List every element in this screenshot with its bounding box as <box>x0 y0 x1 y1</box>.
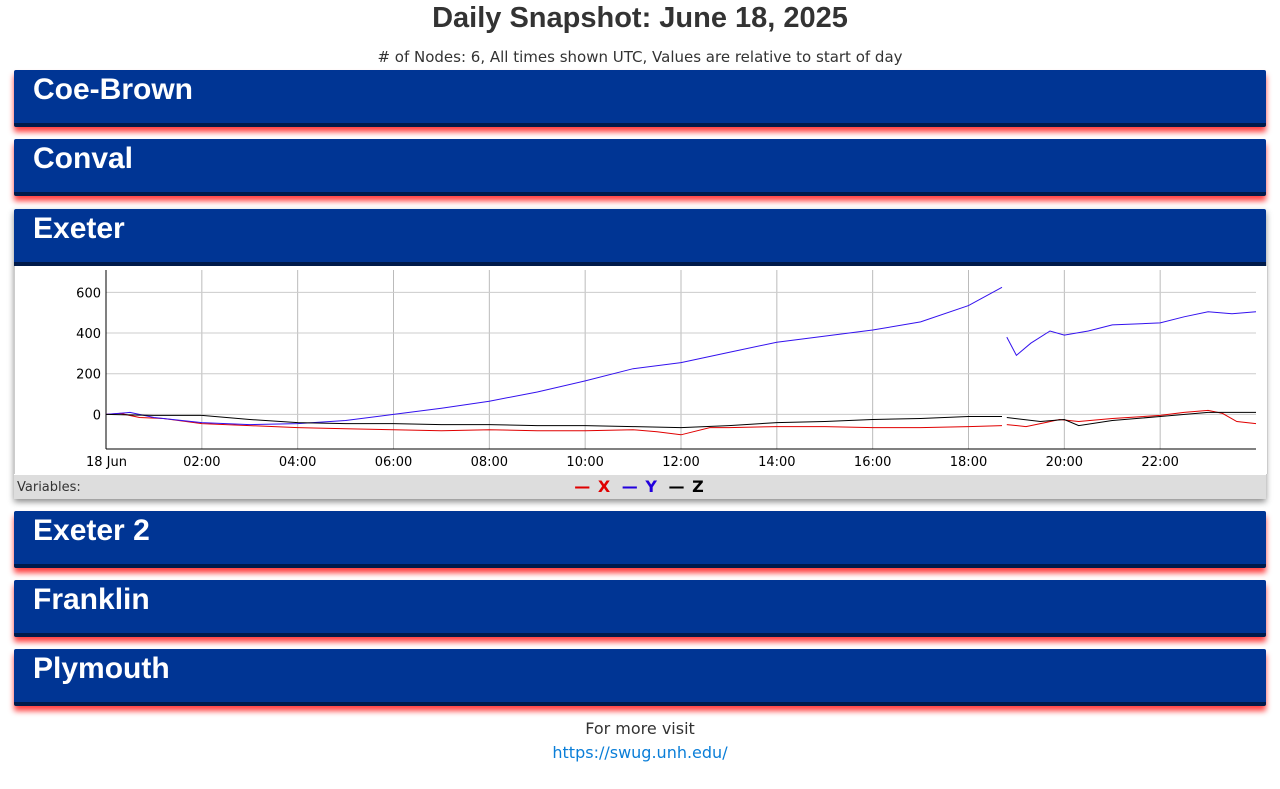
legend-y-dash: — <box>621 477 638 496</box>
x-tick-label: 10:00 <box>566 455 603 470</box>
panel-title: Conval <box>33 142 134 175</box>
legend-items: — X — Y — Z <box>14 477 1266 496</box>
page-subtitle: # of Nodes: 6, All times shown UTC, Valu… <box>377 48 903 66</box>
legend-x-dash: — <box>574 477 591 496</box>
panel-title: Franklin <box>33 583 150 616</box>
y-tick-label: 400 <box>76 327 101 342</box>
x-tick-label: 14:00 <box>758 455 795 470</box>
panel-plymouth[interactable]: Plymouth <box>14 649 1266 706</box>
footer-text: For more visit <box>585 719 695 738</box>
x-tick-label: 12:00 <box>662 455 699 470</box>
series-y-line <box>105 286 1257 426</box>
x-tick-label: 16:00 <box>854 455 891 470</box>
legend-label: Variables: <box>17 480 81 495</box>
x-tick-label: 08:00 <box>471 455 508 470</box>
panel-franklin[interactable]: Franklin <box>14 580 1266 637</box>
legend-x-name[interactable]: X <box>597 477 611 496</box>
panel-conval[interactable]: Conval <box>14 139 1266 196</box>
panel-title: Plymouth <box>33 652 170 685</box>
x-tick-label: 04:00 <box>279 455 316 470</box>
y-tick-label: 0 <box>93 408 101 423</box>
panel-title: Exeter <box>33 212 125 245</box>
panel-coe-brown[interactable]: Coe-Brown <box>14 70 1266 127</box>
panel-exeter-header[interactable]: Exeter <box>14 209 1266 266</box>
x-tick-label: 22:00 <box>1141 455 1178 470</box>
panel-exeter: Exeter 0 200 400 600 18 Jun 02:00 04:00 06:00 08… <box>14 209 1268 499</box>
x-tick-label: 18:00 <box>950 455 987 470</box>
legend-bar: Variables: — X — Y — Z <box>14 475 1266 499</box>
chart-area: 0 200 400 600 18 Jun 02:00 04:00 06:00 08:00 10:0… <box>14 266 1268 474</box>
page-title: Daily Snapshot: June 18, 2025 <box>432 2 848 34</box>
x-tick-label: 20:00 <box>1046 455 1083 470</box>
x-tick-label: 18 Jun <box>86 455 127 470</box>
panel-exeter-2[interactable]: Exeter 2 <box>14 511 1266 568</box>
legend-z-name[interactable]: Z <box>692 477 704 496</box>
panel-title: Coe-Brown <box>33 73 193 106</box>
legend-y-name[interactable]: Y <box>645 477 657 496</box>
y-tick-label: 200 <box>76 368 101 383</box>
x-tick-label: 06:00 <box>375 455 412 470</box>
panel-title: Exeter 2 <box>33 514 150 547</box>
x-tick-label: 02:00 <box>183 455 220 470</box>
y-tick-label: 600 <box>76 286 101 301</box>
footer-link[interactable]: https://swug.unh.edu/ <box>552 743 728 762</box>
series-x-line <box>105 409 1257 436</box>
line-chart: 0 200 400 600 18 Jun 02:00 04:00 06:00 08:00 10:0… <box>76 270 1257 470</box>
series-z-line <box>105 411 1256 429</box>
legend-z-dash: — <box>668 477 685 496</box>
